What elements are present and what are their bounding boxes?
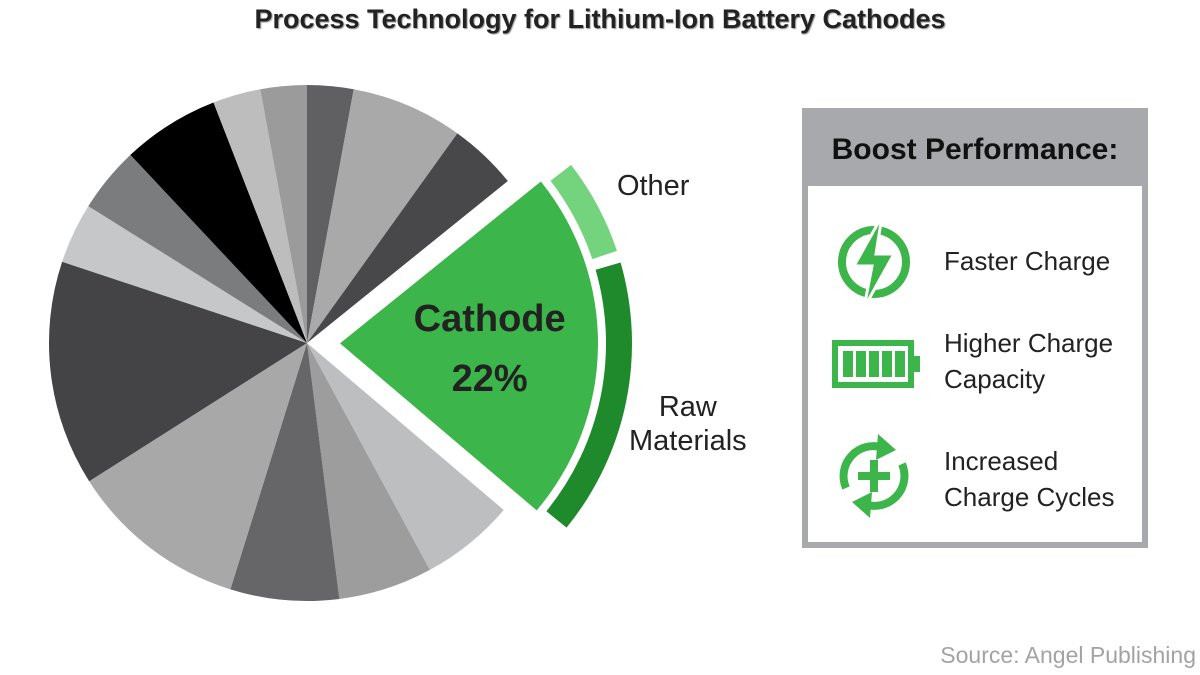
breakdown-arc <box>550 164 617 260</box>
cycle-icon <box>839 434 909 518</box>
pie-slice <box>130 102 307 343</box>
charge-icon <box>838 215 910 309</box>
pie-slice <box>230 343 340 601</box>
pie-slice <box>49 261 308 482</box>
source-note: Source: Angel Publishing <box>940 642 1196 668</box>
pie-slice <box>62 206 307 343</box>
pie-slice <box>307 89 458 343</box>
pie-slice <box>88 154 307 343</box>
highlight-slice <box>339 181 598 511</box>
breakdown-label: Other <box>616 170 690 203</box>
benefit-label: Faster Charge <box>944 246 1111 276</box>
breakdown-label: Raw Materials <box>629 391 747 458</box>
breakdown-arc <box>546 262 632 528</box>
pie-slice <box>307 343 504 570</box>
pie-slice <box>307 85 354 343</box>
benefits-panel: Boost Performance: Faster Charge Higher … <box>802 108 1148 548</box>
battery-icon <box>832 340 920 388</box>
pie-slice <box>307 343 430 599</box>
slice-value-label: 22% <box>451 358 528 401</box>
pie-chart <box>49 85 632 601</box>
benefit-label: Higher Charge Capacity <box>944 328 1114 394</box>
slice-label: Cathode <box>413 298 566 341</box>
pie-slice <box>260 85 307 343</box>
benefit-label: Increased Charge Cycles <box>944 446 1115 512</box>
pie-slice <box>213 89 307 343</box>
panel-title: Boost Performance: <box>808 114 1142 186</box>
pie-slice <box>89 343 308 590</box>
chart-title: Process Technology for Lithium-Ion Batte… <box>254 4 946 34</box>
pie-slice <box>307 133 508 343</box>
